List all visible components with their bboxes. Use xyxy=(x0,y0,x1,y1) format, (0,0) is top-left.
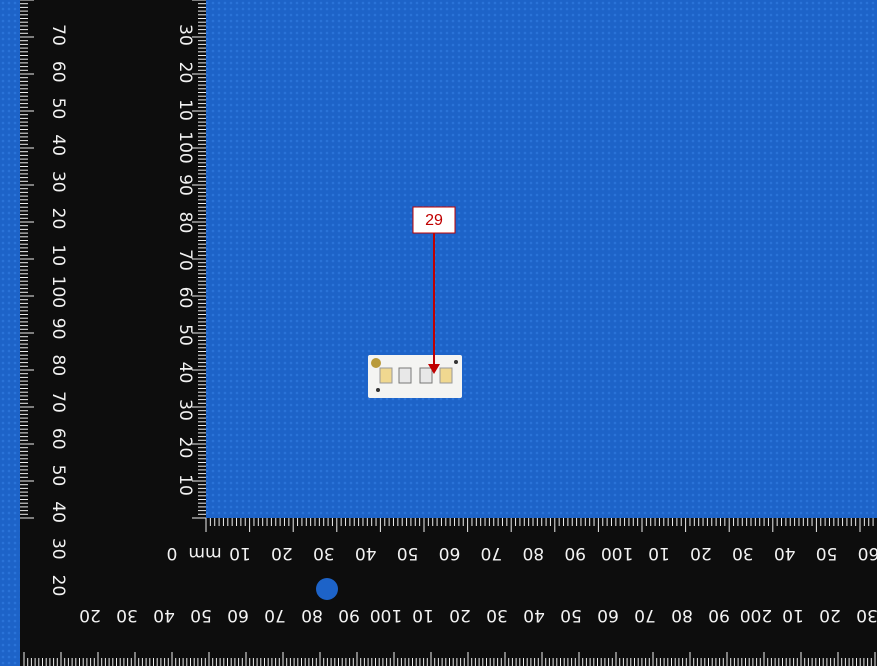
ruler-label: 50 xyxy=(560,605,582,625)
led-board xyxy=(368,355,462,398)
ruler-label: 70 xyxy=(481,543,503,563)
ruler-label: 60 xyxy=(597,605,619,625)
ruler-label: 200 xyxy=(740,605,772,625)
ruler-label: 80 xyxy=(522,543,544,563)
ruler-label: 30 xyxy=(48,538,68,560)
ruler-label: 70 xyxy=(48,391,68,413)
ruler-label: 100 xyxy=(601,543,633,563)
ruler-label: 20 xyxy=(48,575,68,597)
ruler-label: 100 xyxy=(48,276,68,308)
ruler-label: 70 xyxy=(264,605,286,625)
ruler-label: 60 xyxy=(48,61,68,83)
ruler-label: 30 xyxy=(48,171,68,193)
ruler-label: 30 xyxy=(313,543,335,563)
ruler-hole xyxy=(316,578,338,600)
ruler-label: 20 xyxy=(175,437,195,459)
ruler-label: 60 xyxy=(48,428,68,450)
ruler-label: 20 xyxy=(819,605,841,625)
ruler-label: 90 xyxy=(564,543,586,563)
ruler-label: 20 xyxy=(175,62,195,84)
ruler-label: 20 xyxy=(48,208,68,230)
annotation-label: 29 xyxy=(425,212,443,229)
ruler-label: 20 xyxy=(79,605,101,625)
ruler-label: 40 xyxy=(774,543,796,563)
ruler-label: 40 xyxy=(523,605,545,625)
ruler-label: 80 xyxy=(48,354,68,376)
ruler-label: 50 xyxy=(190,605,212,625)
ruler-label: 10 xyxy=(782,605,804,625)
ruler-label: 40 xyxy=(48,501,68,523)
ruler-label: 30 xyxy=(732,543,754,563)
ruler-label: 50 xyxy=(397,543,419,563)
ruler-label: 70 xyxy=(175,249,195,271)
ruler-label: 30 xyxy=(486,605,508,625)
ruler-label: 90 xyxy=(48,318,68,340)
ruler-label: 60 xyxy=(858,543,877,563)
ruler-label: 60 xyxy=(439,543,461,563)
ruler-label: 100 xyxy=(370,605,402,625)
ruler-label: 30 xyxy=(116,605,138,625)
ruler-label: 90 xyxy=(338,605,360,625)
ruler-label: 10 xyxy=(48,244,68,266)
ruler-label: 20 xyxy=(690,543,712,563)
ruler-label: 90 xyxy=(175,174,195,196)
ruler-label: 70 xyxy=(634,605,656,625)
ruler-label: 50 xyxy=(175,324,195,346)
ruler-label: 90 xyxy=(708,605,730,625)
ruler-horizontal xyxy=(20,518,877,666)
ruler-label: 30 xyxy=(175,24,195,46)
ruler-label: 100 xyxy=(175,131,195,163)
ruler-label: 80 xyxy=(175,212,195,234)
ruler-label: 80 xyxy=(671,605,693,625)
ruler-label: 50 xyxy=(48,98,68,120)
ruler-label: 40 xyxy=(175,362,195,384)
ruler-label: 50 xyxy=(816,543,838,563)
ruler-label: 10 xyxy=(175,99,195,121)
ruler-label: 80 xyxy=(301,605,323,625)
ruler-label: 10 xyxy=(412,605,434,625)
ruler-label: 60 xyxy=(227,605,249,625)
photo: 29 mm 0 10 20 30 40 50 60 70 80 90 100 10 20 30 40 50 60… xyxy=(0,0,877,666)
ruler-label: 10 xyxy=(229,543,251,563)
ruler-label: 0 xyxy=(167,543,178,563)
page: {"annotation": {"label": "29"}, "rulers"… xyxy=(0,0,877,666)
ruler-label: 10 xyxy=(648,543,670,563)
ruler-label: 60 xyxy=(175,287,195,309)
ruler-label: 20 xyxy=(449,605,471,625)
ruler-label: 50 xyxy=(48,465,68,487)
ruler-label: 70 xyxy=(48,24,68,46)
ruler-label: 40 xyxy=(355,543,377,563)
ruler-label: 30 xyxy=(856,605,877,625)
ruler-unit: mm xyxy=(188,543,221,563)
ruler-label: 40 xyxy=(153,605,175,625)
ruler-label: 30 xyxy=(175,399,195,421)
ruler-label: 10 xyxy=(175,474,195,496)
ruler-label: 40 xyxy=(48,134,68,156)
ruler-label: 20 xyxy=(271,543,293,563)
